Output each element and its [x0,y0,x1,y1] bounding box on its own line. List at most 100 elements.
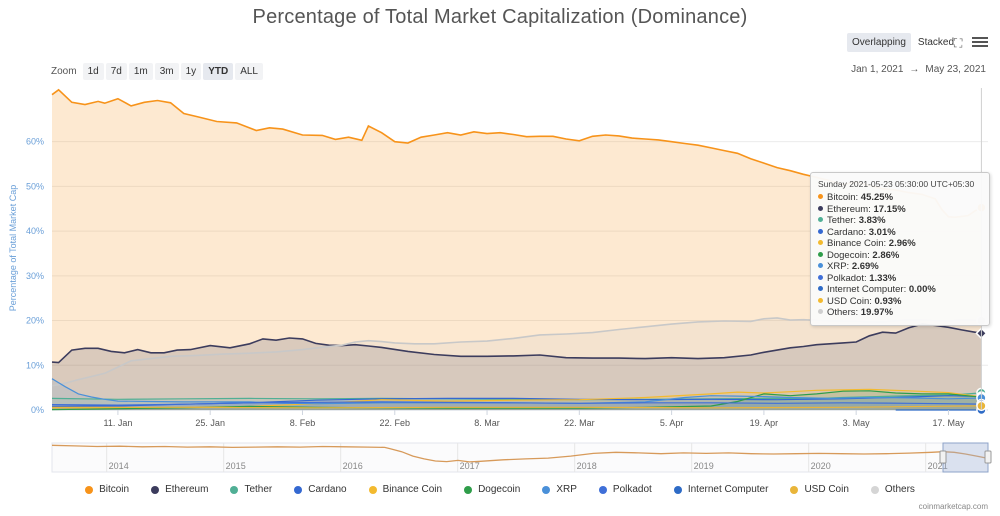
zoom-label: Zoom [51,66,77,77]
tooltip-row: USD Coin: 0.93% [818,296,982,308]
tooltip-series-value: 19.97% [860,307,894,318]
legend-item-internet-computer[interactable]: Internet Computer [673,484,769,495]
legend-dot [870,485,879,494]
range-from[interactable]: Jan 1, 2021 [851,64,904,75]
x-tick-label: 11. Jan [103,418,132,428]
tooltip-row: Tether: 3.83% [818,215,982,227]
legend-dot [368,485,377,494]
tooltip-row: Others: 19.97% [818,307,982,319]
x-axis-ticks: 11. Jan 25. Jan 8. Feb 22. Feb 8. Mar 22. Mar… [103,410,965,428]
zoom-all-button[interactable]: ALL [235,63,263,80]
tooltip-series-value: 2.86% [872,249,900,261]
navigator-year-label: 2019 [694,461,714,471]
navigator-year-label: 2020 [811,461,831,471]
y-axis-ticks: 0% 10% 20% 30% 40% 50% 60% [26,137,44,415]
navigator[interactable]: 2014 2015 2016 2017 2018 2019 2020 2021 [51,442,992,473]
tooltip-series-value: 1.33% [869,272,897,284]
x-tick-label: 22. Feb [379,418,410,428]
zoom-1y-button[interactable]: 1y [180,63,202,80]
tooltip-series-name: Internet Computer: [827,284,909,295]
hover-tooltip: Sunday 2021-05-23 05:30:00 UTC+05:30 Bit… [810,172,990,326]
legend-label: Internet Computer [687,484,769,495]
tooltip-series-value: 3.83% [858,215,886,226]
overlapping-button[interactable]: Overlapping [847,33,911,52]
zoom-selector: Zoom 1d 7d 1m 3m 1y YTD ALL [51,63,263,80]
line-ethereum[interactable] [51,323,982,364]
tooltip-dot [818,263,823,268]
legend-label: Tether [244,484,273,495]
credit-link[interactable]: coinmarketcap.com [918,502,988,511]
legend-label: USD Coin [804,484,849,495]
area-binance-coin [52,389,982,410]
x-tick-label: 8. Mar [474,418,500,428]
zoom-7d-button[interactable]: 7d [105,63,127,80]
area-ethereum [52,324,982,410]
legend-item-xrp[interactable]: XRP [542,484,577,495]
tooltip-row: Bitcoin: 45.25% [818,192,982,204]
navigator-year-label: 2016 [343,461,363,471]
x-tick-label: 3. May [843,418,871,428]
navigator-handle-left[interactable] [939,450,947,464]
chart-legend: Bitcoin Ethereum Tether Cardano Binance Coin… [0,484,1000,495]
line-usd-coin[interactable] [52,405,982,409]
legend-item-tether[interactable]: Tether [230,484,272,495]
zoom-3m-button[interactable]: 3m [154,63,179,80]
tooltip-series-name: Ethereum: [827,203,874,215]
tooltip-series-value: 2.96% [888,238,916,249]
line-dogecoin[interactable] [51,390,982,411]
y-tick-label: 40% [26,226,44,236]
legend-label: XRP [556,484,577,495]
tooltip-row: Ethereum: 17.15% [818,204,982,216]
tooltip-series-name: Cardano: [827,226,869,238]
fullscreen-icon[interactable]: ⛶ [954,36,963,50]
y-tick-label: 30% [26,271,44,281]
navigator-frame [51,442,989,473]
tooltip-dot [818,274,823,280]
view-mode-toggle: Overlapping Stacked [847,33,959,52]
tooltip-rows: Bitcoin: 45.25% Ethereum: 17.15% Tether: 3… [818,192,982,319]
navigator-handle-right[interactable] [984,450,992,464]
legend-item-usd-coin[interactable]: USD Coin [790,484,849,495]
y-tick-label: 20% [26,316,44,326]
line-polkadot[interactable] [51,401,982,406]
navigator-selection[interactable] [942,442,989,473]
y-tick-label: 10% [26,360,44,370]
zoom-1m-button[interactable]: 1m [128,63,153,80]
legend-item-dogecoin[interactable]: Dogecoin [464,484,520,495]
tooltip-series-name: Polkadot: [827,272,870,284]
tooltip-series-name: Binance Coin: [827,238,889,249]
y-tick-label: 60% [26,137,44,147]
legend-label: Dogecoin [478,484,521,495]
legend-item-bitcoin[interactable]: Bitcoin [85,484,129,495]
legend-item-others[interactable]: Others [870,484,915,495]
legend-item-cardano[interactable]: Cardano [294,484,347,495]
zoom-ytd-button[interactable]: YTD [203,63,234,80]
legend-dot [598,485,607,494]
legend-item-ethereum[interactable]: Ethereum [151,484,208,495]
tooltip-series-value: 17.15% [873,203,906,215]
navigator-year-label: 2021 [928,461,948,471]
zoom-1d-button[interactable]: 1d [82,63,104,80]
range-arrow: → [909,64,920,75]
navigator-series [51,444,989,463]
line-xrp[interactable] [51,378,982,405]
tooltip-dot [818,251,823,257]
tooltip-series-value: 0.93% [874,295,902,307]
legend-dot [294,485,303,494]
legend-item-binance-coin[interactable]: Binance Coin [368,484,442,495]
legend-dot [542,485,551,494]
tooltip-series-value: 0.00% [908,284,936,295]
tooltip-series-value: 2.69% [851,261,879,272]
tooltip-row: Cardano: 3.01% [818,227,982,239]
tooltip-series-value: 3.01% [868,226,896,238]
tooltip-row: XRP: 2.69% [818,261,982,273]
legend-item-polkadot[interactable]: Polkadot [598,484,652,495]
tooltip-series-value: 45.25% [860,192,894,203]
range-to[interactable]: May 23, 2021 [925,64,986,75]
hamburger-menu-icon[interactable] [972,35,988,49]
stacked-button[interactable]: Stacked [917,37,955,48]
navigator-year-label: 2015 [226,461,246,471]
legend-label: Ethereum [165,484,209,495]
x-tick-label: 8. Feb [290,418,316,428]
x-tick-label: 5. Apr [660,418,684,428]
